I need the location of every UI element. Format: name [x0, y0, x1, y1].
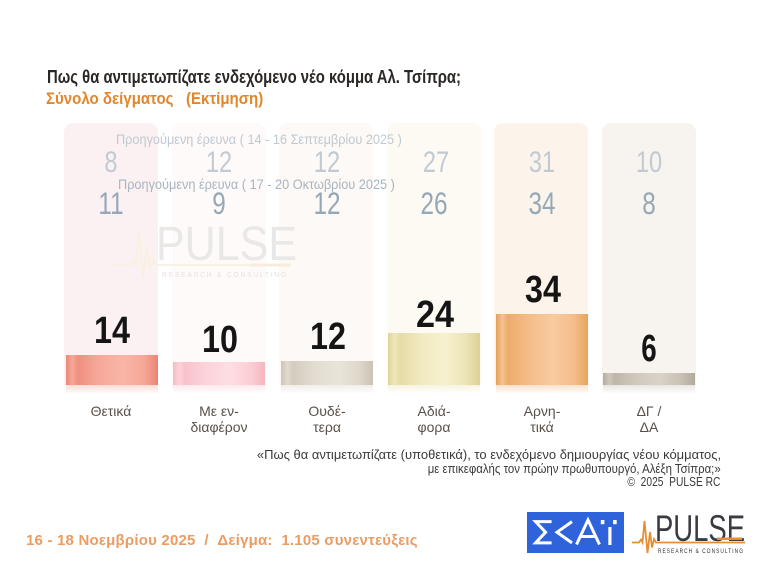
svg-text:RESEARCH & CONSULTING: RESEARCH & CONSULTING: [162, 270, 288, 279]
svg-text:RESEARCH & CONSULTING: RESEARCH & CONSULTING: [658, 548, 744, 555]
svg-text:PULSE: PULSE: [655, 508, 745, 549]
svg-text:PULSE: PULSE: [156, 218, 297, 271]
